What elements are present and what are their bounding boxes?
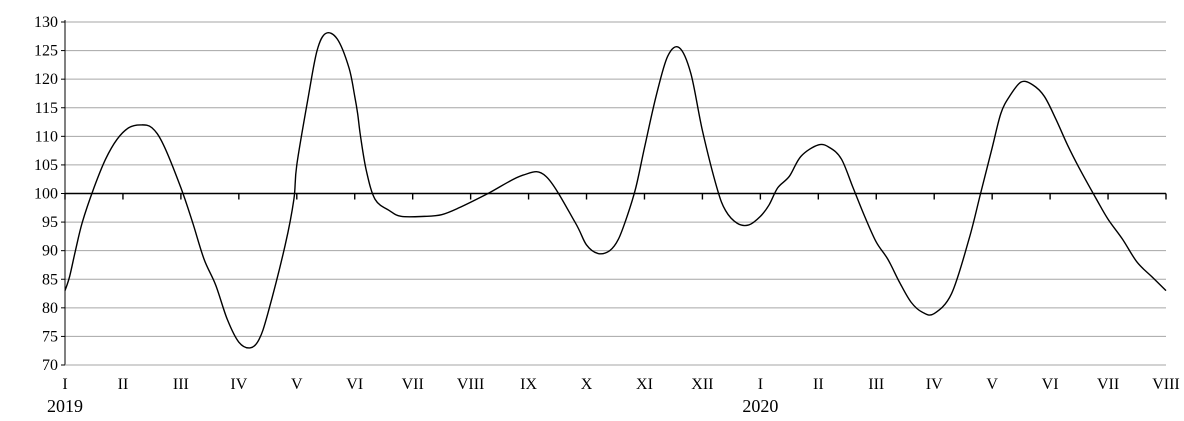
y-tick-label: 70 — [42, 357, 58, 374]
x-tick-label: I — [758, 376, 763, 393]
y-tick-label: 80 — [42, 300, 58, 317]
x-tick-label: IV — [230, 376, 247, 393]
x-tick-label: II — [813, 376, 824, 393]
x-tick-label: VII — [1097, 376, 1119, 393]
x-tick-labels: I II III IV V VI VII VIII IX X XI XII I II III IV V VI VII… — [47, 376, 1180, 416]
x-tick-label: X — [581, 376, 593, 393]
y-tick-label: 75 — [42, 328, 58, 345]
x-tick-label: VIII — [457, 376, 485, 393]
y-tick-label: 115 — [35, 100, 58, 117]
year-label: 2019 — [47, 396, 83, 416]
x-tick-label: I — [62, 376, 67, 393]
x-tick-label: V — [291, 376, 303, 393]
x-tick-label: VI — [1042, 376, 1059, 393]
x-tick-label: XI — [636, 376, 653, 393]
y-tick-label: 120 — [34, 71, 58, 88]
y-tick-label: 95 — [42, 214, 58, 231]
y-tick-label: 85 — [42, 271, 58, 288]
y-tick-label: 125 — [34, 43, 58, 60]
y-tick-label: 105 — [34, 157, 58, 174]
y-tick-label: 90 — [42, 243, 58, 260]
x-tick-label: VIII — [1152, 376, 1180, 393]
year-label: 2020 — [742, 396, 778, 416]
y-tick-label: 130 — [34, 14, 58, 31]
series-layer — [64, 32, 1167, 349]
x-tick-label: VII — [402, 376, 424, 393]
x-tick-label: III — [868, 376, 884, 393]
series-line — [64, 32, 1167, 349]
x-tick-label: VI — [346, 376, 363, 393]
y-tick-label: 110 — [35, 128, 58, 145]
grid-lines — [65, 21, 1166, 366]
x-tick-label: II — [118, 376, 129, 393]
x-tick-label: III — [173, 376, 189, 393]
x-tick-label: IX — [520, 376, 537, 393]
x-tick-label: V — [986, 376, 998, 393]
y-tick-label: 100 — [34, 186, 58, 203]
x-tick-label: IV — [926, 376, 943, 393]
x-tick-label: XII — [691, 376, 713, 393]
axes — [61, 20, 1167, 366]
y-tick-labels: 70 75 80 85 90 95 100 105 110 115 120 125 130 — [34, 14, 58, 374]
